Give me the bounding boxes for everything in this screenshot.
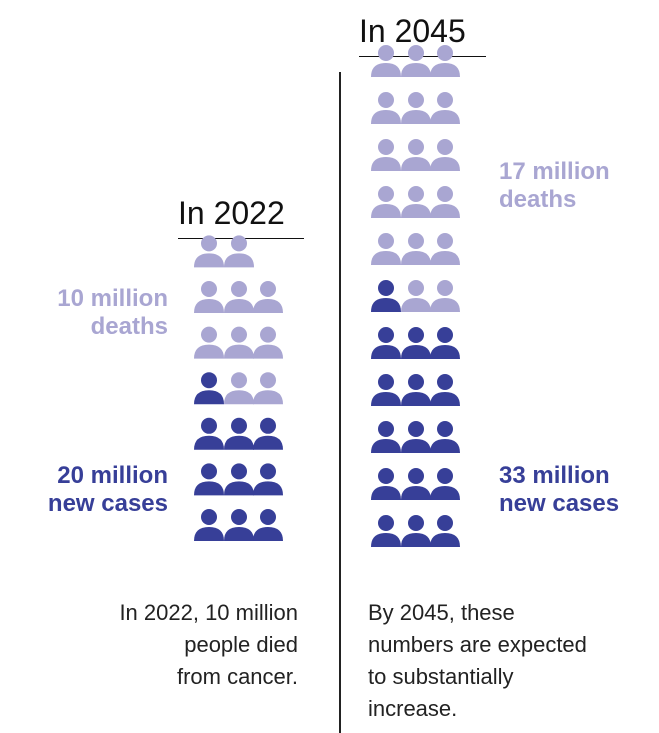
person-icon-2045-death [401, 139, 431, 171]
person-icon-2045-case [401, 468, 431, 500]
person-icon-2045-death [430, 186, 460, 218]
cases-value-2045: 33 million [499, 462, 610, 489]
person-icon-2045-death [401, 280, 431, 312]
panel-divider [339, 72, 341, 733]
panel-2022-description: In 2022, 10 million people died from can… [119, 597, 298, 693]
person-icon-2045-case [430, 468, 460, 500]
panel-2045-description: By 2045, these numbers are expected to s… [368, 597, 587, 725]
person-icon-2045-death [371, 92, 401, 124]
person-icon-2045-death [401, 45, 431, 77]
person-icon-2045-death [371, 45, 401, 77]
person-icon-2022-case [194, 463, 224, 496]
panel-2045-cases-label: 33 million new cases [499, 462, 619, 518]
deaths-caption-2045: deaths [499, 186, 577, 213]
panel-2022-deaths-label: 10 million deaths [57, 285, 168, 341]
person-icon-2022-case [253, 417, 283, 450]
desc-2045-line-4: increase. [368, 696, 458, 721]
panel-2045-deaths-label: 17 million deaths [499, 158, 610, 214]
person-icon-2045-death [401, 92, 431, 124]
desc-2045-line-2: numbers are expected [368, 632, 587, 657]
panel-2045-heading: In 2045 [359, 13, 466, 49]
person-icon-2022-death [253, 326, 283, 359]
desc-2045-line-3: to substantially [368, 664, 514, 689]
desc-2022-line-1: In 2022, 10 million [119, 600, 298, 625]
person-icon-2022-death [253, 281, 283, 313]
person-icon-2045-death [401, 233, 431, 265]
person-icon-2022-case [224, 509, 254, 541]
person-icon-2045-case [430, 327, 460, 359]
person-icon-2022-death [253, 372, 283, 405]
person-icon-2022-death [224, 235, 254, 268]
person-icon-2045-case [401, 327, 431, 359]
person-icon-2045-case [371, 468, 401, 500]
person-icon-2022-death [194, 326, 224, 359]
person-icon-2045-death [371, 139, 401, 171]
person-icon-2045-death [430, 92, 460, 124]
person-icon-2022-case [253, 509, 283, 541]
deaths-value-2045: 17 million [499, 158, 610, 185]
person-icon-2022-death [194, 281, 224, 313]
person-icon-2045-case [371, 421, 401, 453]
person-icon-2022-case [194, 372, 224, 405]
person-icon-2045-case [371, 327, 401, 359]
person-icon-2045-death [371, 233, 401, 265]
person-icon-2022-death [224, 281, 254, 313]
person-icon-2045-case [371, 374, 401, 406]
person-icon-2022-death [224, 372, 254, 405]
panel-2022-heading: In 2022 [178, 195, 285, 231]
person-icon-2045-death [430, 45, 460, 77]
deaths-caption-2022: deaths [90, 313, 168, 340]
person-icon-2045-case [401, 421, 431, 453]
person-icon-2045-case [371, 280, 401, 312]
person-icon-2045-death [430, 233, 460, 265]
person-icon-2045-case [430, 515, 460, 547]
cases-caption-2045: new cases [499, 490, 620, 517]
person-icon-2022-case [253, 463, 283, 496]
person-icon-2045-case [430, 421, 460, 453]
person-icon-2022-case [224, 463, 254, 496]
desc-2045-line-1: By 2045, these [368, 600, 515, 625]
deaths-value-2022: 10 million [57, 285, 168, 312]
person-icon-2045-case [401, 515, 431, 547]
desc-2022-line-2: people died [184, 632, 298, 657]
panel-2022-cases-label: 20 million new cases [48, 462, 168, 518]
person-icon-2045-death [430, 139, 460, 171]
person-icon-2045-death [430, 280, 460, 312]
person-icon-2022-case [224, 417, 254, 450]
desc-2022-line-3: from cancer. [176, 664, 298, 689]
person-icon-2045-case [371, 515, 401, 547]
person-icon-2022-death [224, 326, 254, 359]
person-icon-2022-case [194, 417, 224, 450]
cases-value-2022: 20 million [57, 462, 168, 489]
person-icon-2045-death [371, 186, 401, 218]
person-icon-2022-death [194, 235, 224, 268]
person-icon-2045-case [401, 374, 431, 406]
person-icon-2045-death [401, 186, 431, 218]
person-icon-2022-case [194, 509, 224, 541]
person-icon-2045-case [430, 374, 460, 406]
cases-caption-2022: new cases [47, 490, 168, 517]
